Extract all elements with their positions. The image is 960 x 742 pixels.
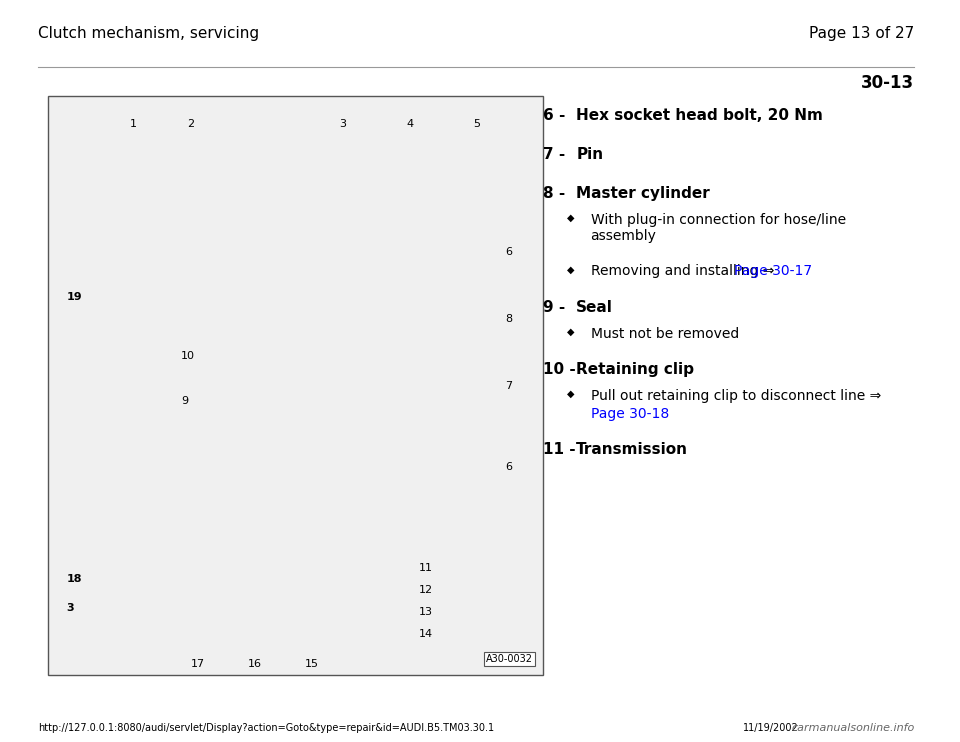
Text: 8: 8 [505, 314, 512, 324]
Text: Must not be removed: Must not be removed [590, 326, 739, 341]
Text: Page 30-17: Page 30-17 [734, 264, 812, 278]
Text: Transmission: Transmission [576, 442, 688, 457]
Text: 1: 1 [130, 119, 137, 128]
Text: 11: 11 [420, 562, 433, 573]
Text: Pull out retaining clip to disconnect line ⇒: Pull out retaining clip to disconnect li… [590, 389, 880, 419]
Text: Removing and installing ⇒: Removing and installing ⇒ [590, 264, 779, 278]
Text: http://127.0.0.1:8080/audi/servlet/Display?action=Goto&type=repair&id=AUDI.B5.TM: http://127.0.0.1:8080/audi/servlet/Displ… [38, 723, 494, 733]
Text: 9 -: 9 - [543, 300, 570, 315]
Text: Page 13 of 27: Page 13 of 27 [809, 26, 914, 41]
Text: 30-13: 30-13 [861, 74, 914, 92]
Text: 10: 10 [181, 351, 195, 361]
Text: Seal: Seal [576, 300, 613, 315]
Text: Retaining clip: Retaining clip [576, 362, 694, 377]
Text: 6 -: 6 - [543, 108, 570, 122]
Text: 11 -: 11 - [543, 442, 581, 457]
Text: carmanualsonline.info: carmanualsonline.info [791, 723, 914, 733]
Text: ◆: ◆ [566, 264, 574, 275]
Text: ◆: ◆ [566, 213, 574, 223]
Text: 3: 3 [340, 119, 347, 128]
Text: Hex socket head bolt, 20 Nm: Hex socket head bolt, 20 Nm [576, 108, 823, 122]
Text: 11/19/2002: 11/19/2002 [743, 723, 799, 733]
Text: 16: 16 [248, 659, 262, 669]
Text: 6: 6 [505, 462, 512, 473]
Text: With plug-in connection for hose/line
assembly: With plug-in connection for hose/line as… [590, 213, 846, 243]
Text: ◆: ◆ [566, 326, 574, 337]
Text: 4: 4 [406, 119, 413, 128]
Text: ◆: ◆ [566, 389, 574, 399]
Text: 14: 14 [420, 629, 433, 640]
FancyBboxPatch shape [48, 96, 543, 675]
Text: Page 30-18: Page 30-18 [590, 407, 669, 421]
Text: 7 -: 7 - [543, 147, 570, 162]
Text: 2: 2 [187, 119, 194, 128]
Text: 8 -: 8 - [543, 186, 570, 201]
Text: 19: 19 [66, 292, 83, 302]
Text: A30-0032: A30-0032 [487, 654, 534, 664]
Text: 15: 15 [304, 659, 319, 669]
Text: 18: 18 [66, 574, 83, 584]
Text: 3: 3 [66, 603, 74, 614]
Text: Master cylinder: Master cylinder [576, 186, 710, 201]
Text: 13: 13 [420, 607, 433, 617]
Text: 6: 6 [505, 247, 512, 257]
Text: 5: 5 [472, 119, 480, 128]
Text: 17: 17 [190, 659, 204, 669]
Text: 9: 9 [181, 395, 188, 406]
Text: 7: 7 [505, 381, 512, 391]
Text: 10 -: 10 - [543, 362, 581, 377]
Text: 12: 12 [420, 585, 433, 595]
Text: Pin: Pin [576, 147, 604, 162]
Text: Clutch mechanism, servicing: Clutch mechanism, servicing [38, 26, 259, 41]
